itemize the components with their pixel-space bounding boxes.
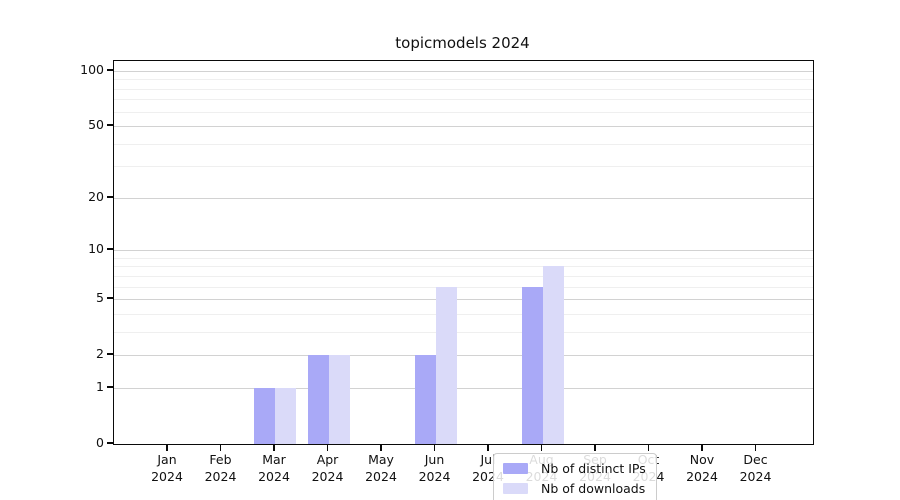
- x-tick-year: 2024: [418, 469, 451, 484]
- x-tick-year: 2024: [365, 469, 397, 484]
- legend-row: Nb of downloads: [503, 480, 646, 497]
- y-tick-mark: [107, 196, 113, 198]
- gridline-minor: [114, 266, 813, 268]
- x-tick-mark: [273, 444, 275, 451]
- x-tick-label: Nov 2024: [672, 451, 732, 485]
- x-tick-label: Dec 2024: [726, 451, 786, 485]
- x-tick-year: 2024: [151, 469, 183, 484]
- y-tick-label: 2: [96, 346, 104, 362]
- x-tick-mark: [701, 444, 703, 451]
- x-tick-label: Jan 2024: [137, 451, 197, 485]
- y-tick-label: 100: [80, 61, 104, 77]
- gridline-major: [114, 126, 813, 128]
- bar-distinct-ips: [254, 387, 275, 444]
- y-tick-label: 5: [96, 290, 104, 306]
- y-tick-mark: [107, 297, 113, 299]
- gridline-major: [114, 299, 813, 301]
- y-tick-label: 50: [88, 117, 104, 133]
- bar-distinct-ips: [521, 286, 543, 444]
- legend-label-distinct-ips: Nb of distinct IPs: [541, 461, 646, 476]
- bar-distinct-ips: [414, 355, 436, 444]
- y-tick-label: 20: [88, 188, 104, 204]
- gridline-minor: [114, 257, 813, 259]
- legend: Nb of distinct IPs Nb of downloads: [493, 453, 657, 500]
- gridline-minor: [114, 331, 813, 333]
- bar-downloads: [275, 387, 296, 444]
- y-tick-mark: [107, 442, 113, 444]
- x-tick-label: Jun 2024: [405, 451, 465, 485]
- y-tick-mark: [107, 124, 113, 126]
- x-tick-year: 2024: [258, 469, 290, 484]
- gridline-minor: [114, 313, 813, 315]
- legend-swatch-distinct-ips: [503, 463, 528, 474]
- x-tick-mark: [594, 444, 596, 451]
- gridline-major: [114, 70, 813, 72]
- gridline-minor: [114, 143, 813, 145]
- x-tick-mark: [219, 444, 222, 451]
- gridline-major: [114, 250, 813, 252]
- bar-downloads: [328, 355, 350, 444]
- gridline-minor: [114, 275, 813, 277]
- x-tick-mark: [487, 444, 489, 451]
- y-tick-mark: [107, 248, 113, 250]
- y-tick-mark: [107, 69, 113, 71]
- gridline-minor: [114, 99, 813, 101]
- y-tick-mark: [107, 386, 113, 388]
- x-tick-mark: [647, 444, 650, 451]
- x-tick-mark: [540, 444, 543, 451]
- bar-downloads: [435, 286, 457, 444]
- x-tick-mark: [380, 444, 382, 451]
- gridline-minor: [114, 88, 813, 90]
- x-tick-year: 2024: [204, 469, 237, 484]
- bar-downloads: [542, 266, 564, 444]
- gridline-major: [114, 197, 813, 199]
- y-tick-label: 0: [96, 435, 104, 450]
- gridline-minor: [114, 286, 813, 288]
- x-tick-mark: [433, 444, 436, 451]
- gridline-minor: [114, 111, 813, 113]
- legend-row: Nb of distinct IPs: [503, 460, 646, 477]
- gridline-major: [114, 387, 813, 389]
- x-tick-year: 2024: [739, 469, 772, 484]
- plot-inner: [114, 61, 813, 444]
- x-tick-label: Mar 2024: [244, 451, 304, 485]
- legend-label-downloads: Nb of downloads: [541, 481, 646, 496]
- gridline-minor: [114, 79, 813, 81]
- x-tick-mark: [326, 444, 329, 451]
- x-tick-year: 2024: [311, 469, 344, 484]
- gridline-minor: [114, 166, 813, 168]
- x-tick-label: May 2024: [351, 451, 411, 485]
- x-tick-mark: [754, 444, 757, 451]
- bar-distinct-ips: [307, 355, 329, 444]
- x-tick-label: Apr 2024: [298, 451, 358, 485]
- gridline-major: [114, 355, 813, 357]
- x-tick-mark: [166, 444, 168, 451]
- x-tick-year: 2024: [686, 469, 718, 484]
- y-tick-label: 1: [96, 378, 104, 394]
- y-tick-mark: [107, 353, 113, 355]
- y-tick-label: 10: [88, 241, 104, 257]
- x-tick-label: Feb 2024: [191, 451, 251, 485]
- plot-area: Nb of distinct IPs Nb of downloads: [113, 60, 814, 500]
- chart-title: topicmodels 2024: [395, 34, 530, 52]
- legend-swatch-downloads: [503, 483, 528, 494]
